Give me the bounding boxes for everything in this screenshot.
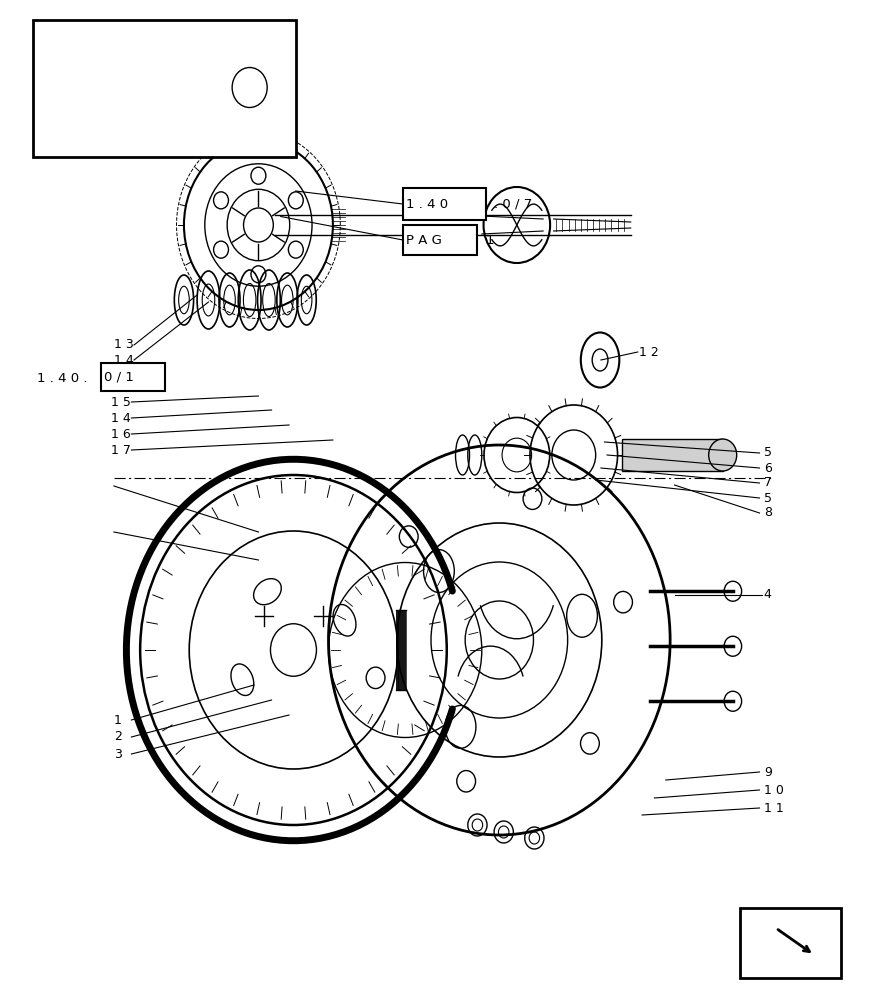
Text: 0 / 1: 0 / 1 [104,370,134,383]
Circle shape [288,241,303,258]
Bar [254,55,280,119]
Text: 9: 9 [764,766,772,778]
Circle shape [214,192,229,209]
Circle shape [288,192,303,209]
Circle shape [251,167,266,184]
Circle shape [175,74,200,102]
Text: 1 5: 1 5 [111,395,131,408]
Circle shape [251,266,266,283]
Circle shape [60,57,112,117]
Bar [740,908,841,978]
Circle shape [709,439,737,471]
Text: 5: 5 [764,446,772,460]
Circle shape [214,241,229,258]
Text: 1 4: 1 4 [111,412,131,424]
Text: . 0 / 7: . 0 / 7 [494,198,533,211]
Text: 1 6: 1 6 [111,428,131,440]
Bar [51,81,279,95]
Text: 7: 7 [764,477,772,489]
Text: 1 4: 1 4 [114,354,134,366]
Text: 8: 8 [764,506,772,520]
Text: 1 1: 1 1 [764,802,784,814]
Circle shape [70,70,102,105]
Bar [622,439,723,471]
Bar [101,363,165,391]
Text: 1 7: 1 7 [111,444,131,456]
Bar [33,20,296,157]
Text: 1: 1 [114,714,122,726]
Text: 1 2: 1 2 [639,346,660,359]
Bar [403,225,477,255]
Text: 1: 1 [485,233,494,246]
Text: 1 . 4 0 .: 1 . 4 0 . [37,371,88,384]
Circle shape [184,140,333,310]
Text: P A G: P A G [406,233,442,246]
Text: 4: 4 [764,588,772,601]
Text: 6: 6 [764,462,772,475]
Text: 2: 2 [114,730,122,744]
Text: 1 3: 1 3 [114,338,134,352]
Text: 1 0: 1 0 [764,784,784,796]
Bar [403,188,486,220]
Circle shape [232,68,267,107]
Text: 5: 5 [764,491,772,504]
Text: 3: 3 [114,748,122,760]
Text: 1 . 4 0: 1 . 4 0 [406,198,449,211]
